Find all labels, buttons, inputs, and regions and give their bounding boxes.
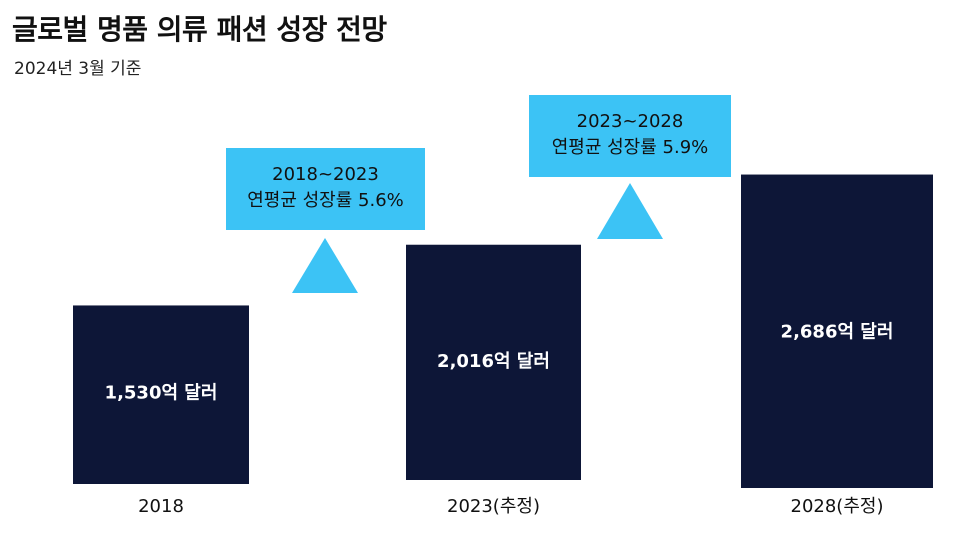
growth-period-label-1: 2023~2028 [577, 111, 684, 132]
up-triangle-icon-1 [597, 183, 663, 239]
category-label-2: 2028(추정) [791, 496, 884, 517]
data-label-2: 2,686억 달러 [781, 322, 894, 343]
bar-0 [73, 305, 249, 484]
growth-rate-label-0: 연평균 성장률 5.6% [247, 190, 404, 211]
growth-period-label-0: 2018~2023 [272, 164, 379, 185]
chart-title: 글로벌 명품 의류 패션 성장 전망 [12, 13, 387, 46]
data-label-0: 1,530억 달러 [105, 382, 218, 403]
up-triangle-icon-0 [292, 238, 358, 293]
chart-subtitle: 2024년 3월 기준 [14, 59, 142, 79]
category-label-1: 2023(추정) [447, 496, 540, 517]
category-label-0: 2018 [138, 496, 184, 517]
bar-1 [406, 244, 581, 480]
growth-callout-box-0 [226, 148, 425, 230]
growth-callout-box-1 [529, 95, 731, 177]
data-label-1: 2,016억 달러 [437, 351, 550, 372]
growth-rate-label-1: 연평균 성장률 5.9% [552, 137, 709, 158]
bar-2 [741, 174, 933, 488]
